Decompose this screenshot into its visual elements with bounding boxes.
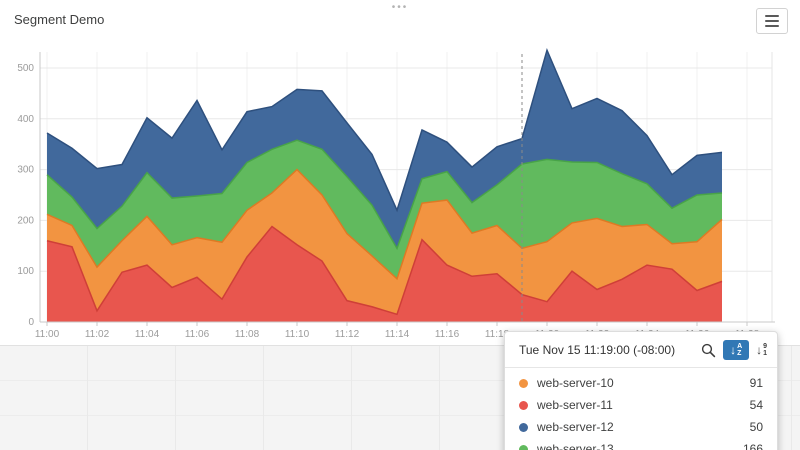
drag-handle-ellipsis-icon[interactable]: ••• xyxy=(391,2,409,13)
legend-value: 91 xyxy=(749,376,763,390)
legend-dot xyxy=(519,422,528,432)
legend-dot xyxy=(519,444,528,450)
legend-row[interactable]: web-server-12 50 xyxy=(505,416,777,438)
x-tick-label: 11:04 xyxy=(135,329,160,340)
legend-dot xyxy=(519,378,528,388)
chart-svg[interactable]: 0 100 200 300 400 500 11:00 11:02 11:04 11:06 11:0… xyxy=(0,0,800,345)
y-tick-label: 300 xyxy=(17,165,34,176)
legend-name: web-server-10 xyxy=(537,376,614,390)
area-edge-web-server-10 xyxy=(46,168,723,281)
x-tick-label: 11:12 xyxy=(335,329,360,340)
y-tick-label: 0 xyxy=(28,317,34,328)
area-web-server-10[interactable] xyxy=(47,169,722,315)
x-tick-label: 11:14 xyxy=(385,329,410,340)
area-web-server-13[interactable] xyxy=(47,140,722,279)
legend-value: 50 xyxy=(749,420,763,434)
search-icon[interactable] xyxy=(701,343,716,358)
tooltip-timestamp: Tue Nov 15 11:19:00 (-08:00) xyxy=(519,343,676,357)
y-tick-label: 100 xyxy=(17,266,34,277)
x-tick-label: 11:18 xyxy=(485,329,510,340)
legend-name: web-server-13 xyxy=(537,442,614,450)
x-tick-label: 11:00 xyxy=(35,329,60,340)
y-tick-label: 500 xyxy=(17,63,34,74)
menu-button[interactable] xyxy=(756,8,788,34)
y-tick-label: 400 xyxy=(17,114,34,125)
legend-name: web-server-12 xyxy=(537,420,614,434)
legend-row[interactable]: web-server-11 54 xyxy=(505,394,777,416)
tooltip-rows: web-server-10 91 web-server-11 54 web-server… xyxy=(505,367,777,450)
area-edge-web-server-13 xyxy=(46,139,723,251)
legend-row[interactable]: web-server-10 91 xyxy=(505,372,777,394)
page-title: Segment Demo xyxy=(14,12,105,27)
x-tick-label: 11:10 xyxy=(285,329,310,340)
x-tick-label: 11:08 xyxy=(235,329,260,340)
x-tick-label: 11:02 xyxy=(85,329,110,340)
legend-value: 54 xyxy=(749,398,763,412)
legend-name: web-server-11 xyxy=(537,398,613,412)
area-edge-web-server-12 xyxy=(46,47,723,213)
y-tick-label: 200 xyxy=(17,215,34,226)
legend-value: 166 xyxy=(742,442,763,450)
area-edge-web-server-11 xyxy=(46,225,723,316)
x-tick-label: 11:16 xyxy=(435,329,460,340)
area-web-server-11[interactable] xyxy=(47,226,722,322)
x-tick-label: 11:06 xyxy=(185,329,210,340)
legend-dot xyxy=(519,400,528,410)
area-web-server-12[interactable] xyxy=(47,50,722,249)
legend-row[interactable]: web-server-13 166 xyxy=(505,438,777,450)
chart[interactable]: 0 100 200 300 400 500 11:00 11:02 11:04 11:06 11:0… xyxy=(0,0,800,345)
